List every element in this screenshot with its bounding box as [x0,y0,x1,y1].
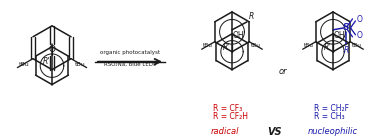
Text: RSO₂Na, blue LEDs: RSO₂Na, blue LEDs [104,62,156,67]
Text: tBu: tBu [75,62,86,67]
Text: R = CF₃: R = CF₃ [213,104,242,113]
Text: R = CF₂H: R = CF₂H [213,112,248,121]
Text: R = CH₂F: R = CH₂F [314,104,349,113]
Text: OH: OH [233,31,245,40]
Text: R': R' [223,43,230,52]
Text: O: O [357,15,363,24]
Text: nucleophilic: nucleophilic [308,127,358,136]
Text: O: O [357,31,363,40]
Text: radical: radical [211,127,239,136]
Text: tBu: tBu [203,43,213,48]
Text: R = CH₃: R = CH₃ [314,112,345,121]
Text: tBu: tBu [304,43,314,48]
Text: O: O [48,45,56,54]
Text: OH: OH [334,31,345,40]
Text: S: S [343,23,349,32]
Text: or: or [279,67,287,76]
Text: R: R [343,46,349,55]
Text: R: R [249,12,254,21]
Text: R': R' [43,57,50,66]
Text: tBu: tBu [352,43,362,48]
Text: VS: VS [268,127,282,137]
Text: R': R' [324,43,331,52]
Text: organic photocatalyst: organic photocatalyst [100,50,160,55]
Text: tBu: tBu [19,62,29,67]
Text: tBu: tBu [251,43,261,48]
